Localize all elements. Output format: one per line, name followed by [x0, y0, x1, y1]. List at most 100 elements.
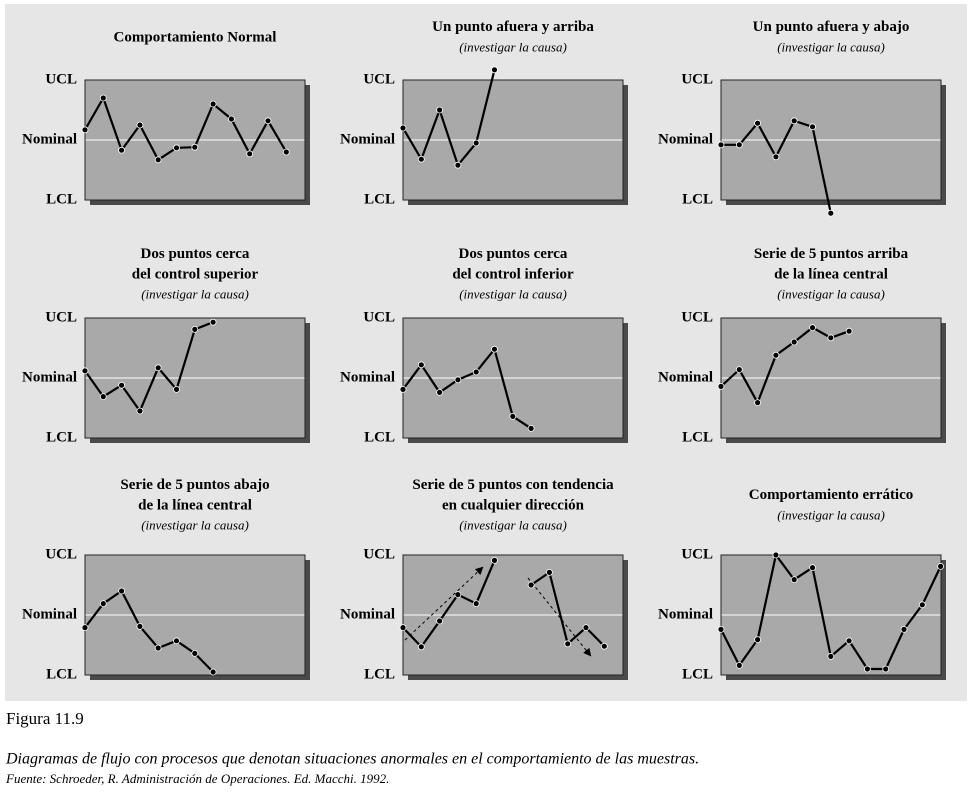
- point: [99, 393, 107, 401]
- series-line: [720, 326, 850, 406]
- point: [81, 126, 89, 134]
- point: [882, 665, 890, 673]
- point: [809, 324, 816, 332]
- point: [491, 557, 498, 564]
- y-tick-label: Nominal: [340, 606, 395, 622]
- point: [717, 626, 725, 633]
- y-tick-label: Nominal: [658, 606, 713, 622]
- point: [282, 148, 290, 156]
- panels: Comportamiento Normal UCL Nominal LCL Un pun…: [22, 19, 946, 682]
- figure-label: Figura 11.9: [6, 709, 84, 728]
- point: [491, 66, 498, 74]
- point: [582, 624, 590, 631]
- y-tick-label: LCL: [46, 191, 77, 207]
- y-tick-label: UCL: [363, 71, 395, 87]
- point: [754, 636, 761, 643]
- point: [246, 150, 254, 158]
- chart-title: del control superior: [132, 266, 259, 282]
- point: [790, 117, 798, 125]
- point: [399, 124, 407, 132]
- chart-title: Comportamiento errático: [749, 487, 914, 503]
- point: [472, 139, 480, 147]
- point: [81, 624, 89, 631]
- y-tick-label: Nominal: [658, 369, 713, 385]
- y-tick-label: Nominal: [340, 131, 395, 147]
- y-tick-label: LCL: [682, 429, 713, 445]
- point: [173, 385, 180, 393]
- point: [191, 325, 199, 333]
- trend-arrow: [527, 577, 592, 657]
- y-tick-label: UCL: [363, 309, 395, 325]
- plot-border: [402, 317, 624, 439]
- point: [436, 388, 444, 396]
- point: [918, 601, 926, 609]
- chart-title: en cualquier dirección: [442, 497, 585, 513]
- chart-title: Serie de 5 puntos abajo: [120, 477, 269, 493]
- point: [154, 364, 162, 372]
- plot-border: [720, 79, 942, 201]
- series-line: [84, 95, 288, 162]
- point: [136, 623, 144, 630]
- point: [417, 361, 425, 369]
- point: [546, 569, 553, 576]
- point: [735, 662, 743, 669]
- point: [472, 600, 480, 607]
- y-tick-label: Nominal: [340, 369, 395, 385]
- point: [790, 576, 798, 583]
- figure-source: Fuente: Schroeder, R. Administración de …: [5, 771, 389, 786]
- point: [809, 123, 816, 131]
- point: [809, 564, 816, 571]
- chart-title: de la línea central: [138, 497, 252, 513]
- point: [790, 338, 798, 346]
- chart-title: Dos puntos cerca: [141, 246, 250, 262]
- point: [754, 399, 761, 407]
- y-tick-label: Nominal: [22, 606, 77, 622]
- y-tick-label: Nominal: [22, 131, 77, 147]
- chart-subtitle: (investigar la causa): [141, 287, 249, 302]
- y-tick-label: UCL: [45, 309, 77, 325]
- point: [209, 100, 217, 108]
- chart-title: Comportamiento Normal: [114, 29, 277, 45]
- y-tick-label: UCL: [681, 71, 713, 87]
- chart-subtitle: (investigar la causa): [459, 518, 567, 533]
- point: [436, 617, 444, 625]
- point: [600, 642, 608, 650]
- point: [735, 141, 743, 149]
- point: [99, 94, 107, 102]
- y-tick-label: LCL: [682, 191, 713, 207]
- y-tick-label: LCL: [364, 191, 395, 207]
- plot-border: [84, 317, 306, 439]
- point: [564, 640, 572, 648]
- series-line: [402, 346, 532, 430]
- point: [118, 381, 125, 389]
- series-line: [84, 321, 214, 414]
- point: [845, 637, 853, 645]
- point: [827, 334, 835, 342]
- point: [191, 650, 199, 657]
- y-tick-label: UCL: [681, 309, 713, 325]
- y-tick-label: LCL: [46, 429, 77, 445]
- point: [472, 368, 480, 376]
- point: [154, 644, 162, 652]
- point: [417, 643, 425, 651]
- point: [900, 626, 908, 633]
- point: [264, 117, 272, 125]
- point: [136, 407, 144, 415]
- chart-title: Serie de 5 puntos con tendencia: [412, 477, 614, 493]
- y-tick-label: UCL: [45, 546, 77, 562]
- plot-border: [84, 79, 306, 201]
- point: [209, 668, 217, 676]
- point: [454, 376, 462, 384]
- point: [827, 653, 835, 660]
- point: [509, 412, 517, 420]
- point: [717, 382, 725, 390]
- chart-title: Serie de 5 puntos arriba: [754, 246, 909, 262]
- series-line: [84, 589, 214, 673]
- point: [845, 327, 853, 335]
- plot-border: [720, 554, 942, 676]
- chart-title: Dos puntos cerca: [459, 246, 568, 262]
- figure-caption: Diagramas de flujo con procesos que deno…: [5, 751, 699, 768]
- point: [99, 600, 107, 607]
- chart-subtitle: (investigar la causa): [777, 507, 885, 522]
